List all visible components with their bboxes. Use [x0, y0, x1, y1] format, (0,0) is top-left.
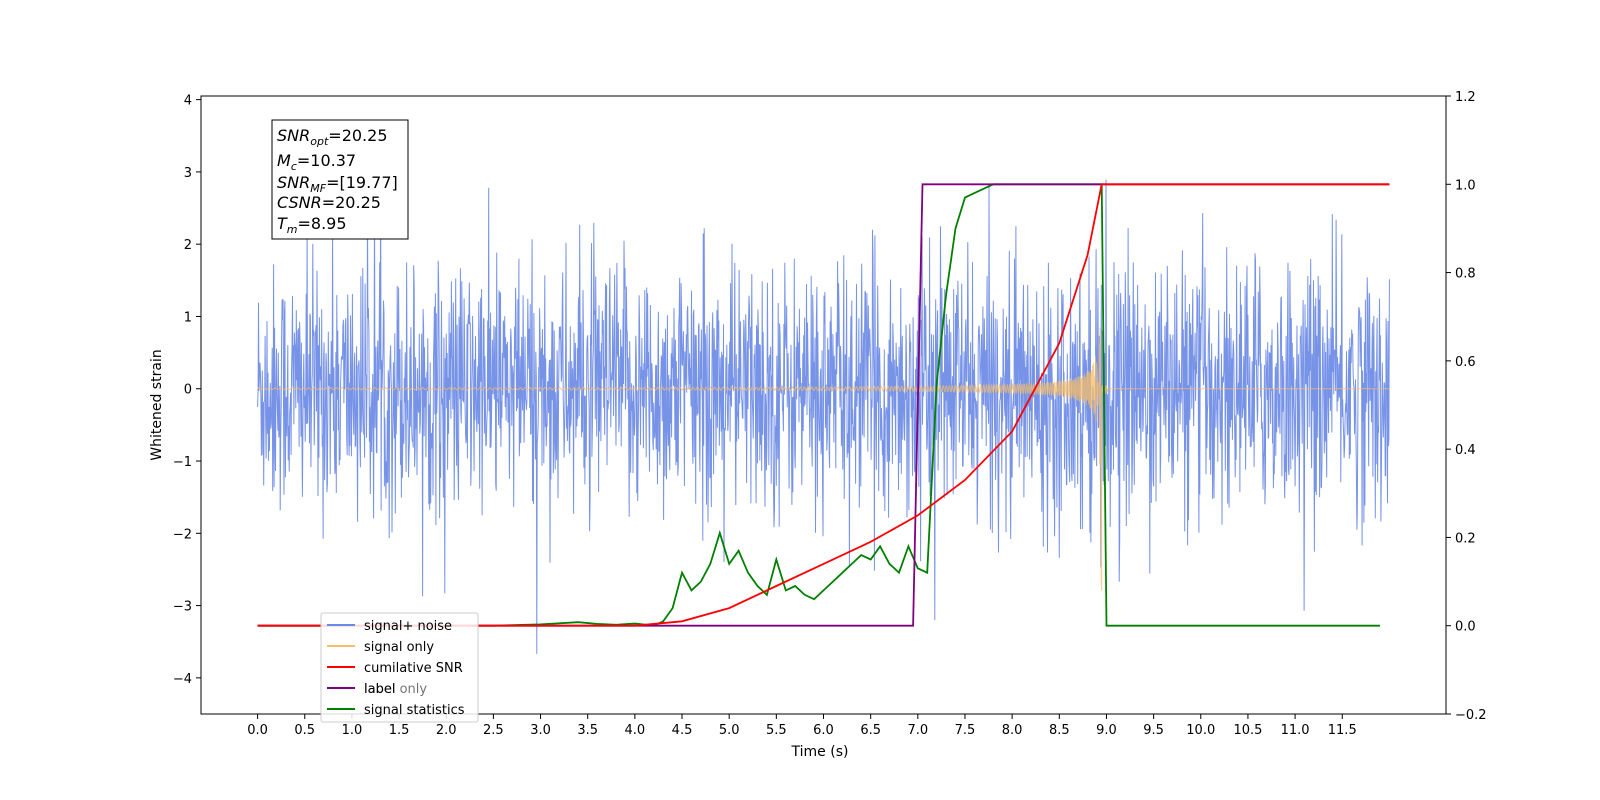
svg-text:SNRopt=20.25: SNRopt=20.25	[277, 126, 388, 148]
svg-text:SNRMF=[19.77]: SNRMF=[19.77]	[277, 173, 398, 195]
signal-only-line	[257, 327, 1390, 591]
annotation-box: SNRopt=20.25 Mc=10.37 SNRMF=[19.77] CSNR…	[271, 119, 409, 240]
legend-label-noise: signal+ noise	[364, 619, 452, 634]
y-tick-label: 2	[184, 238, 192, 253]
x-tick-label: 4.0	[625, 723, 646, 738]
x-tick-label: 9.0	[1096, 723, 1117, 738]
legend: signal+ noise signal only cumilative SNR…	[320, 612, 479, 723]
y2-tick-label: 0.2	[1455, 531, 1476, 546]
y-tick-label: 3	[184, 166, 192, 181]
y2-axis-ticks: 1.2 1.0 0.8 0.6 0.4 0.2 0.0 −0.2	[1446, 90, 1487, 723]
y2-tick-label: 1.2	[1455, 90, 1476, 105]
y2-tick-label: −0.2	[1455, 708, 1487, 723]
svg-text:Tm=8.95: Tm=8.95	[277, 214, 347, 236]
x-tick-label: 10.5	[1233, 723, 1262, 738]
cumilative-snr-line	[257, 183, 1390, 627]
x-tick-label: 2.0	[436, 723, 457, 738]
signal-noise-series	[257, 153, 1390, 654]
snr-opt-value: =20.25	[328, 126, 387, 145]
x-tick-label: 11.5	[1328, 723, 1357, 738]
x-tick-label: 1.5	[389, 723, 410, 738]
y-axis-ticks: 4 3 2 1 0 −1 −2 −3 −4	[173, 94, 201, 687]
legend-label-stats: signal statistics	[364, 703, 465, 718]
x-tick-label: 3.0	[530, 723, 551, 738]
csnr-value: =20.25	[322, 193, 381, 212]
y-tick-label: 4	[184, 94, 192, 109]
y2-tick-label: 0.4	[1455, 443, 1476, 458]
right-axis-series	[257, 183, 1390, 627]
x-tick-label: 3.5	[577, 723, 598, 738]
x-tick-label: 5.0	[719, 723, 740, 738]
x-tick-label: 5.5	[766, 723, 787, 738]
legend-label-label: label	[364, 682, 395, 697]
x-tick-label: 9.5	[1143, 723, 1164, 738]
legend-label-csnr: cumilative SNR	[364, 661, 463, 676]
legend-label-label-only: label only	[364, 682, 427, 697]
signal-only-series	[257, 327, 1390, 591]
y-tick-label: −4	[173, 672, 192, 687]
x-tick-label: 10.0	[1186, 723, 1215, 738]
y-tick-label: 1	[184, 310, 192, 325]
x-tick-label: 8.0	[1002, 723, 1023, 738]
y-tick-label: −2	[173, 527, 192, 542]
x-tick-label: 11.0	[1281, 723, 1310, 738]
x-tick-label: 0.0	[247, 723, 268, 738]
x-axis-label: Time (s)	[791, 744, 849, 760]
x-tick-label: 1.0	[342, 723, 363, 738]
y2-tick-label: 1.0	[1455, 178, 1476, 193]
y-tick-label: 0	[184, 383, 192, 398]
svg-text:Mc=10.37: Mc=10.37	[277, 151, 356, 173]
tm-value: =8.95	[298, 214, 347, 233]
x-tick-label: 8.5	[1049, 723, 1070, 738]
plot-area	[257, 153, 1390, 654]
signal-noise-line	[257, 153, 1390, 654]
y-axis-label: Whitened strain	[149, 349, 165, 460]
y2-tick-label: 0.8	[1455, 267, 1476, 282]
legend-label-signal: signal only	[364, 640, 434, 655]
x-tick-label: 6.5	[860, 723, 881, 738]
y-tick-label: −3	[173, 600, 192, 615]
x-axis-ticks: 0.0 0.5 1.0 1.5 2.0 2.5 3.0 3.5 4.0 4.5 5.0 5.5 6.0 6…	[247, 714, 1357, 738]
x-tick-label: 7.0	[907, 723, 928, 738]
x-tick-label: 4.5	[672, 723, 693, 738]
x-tick-label: 7.5	[955, 723, 976, 738]
snr-mf-value: =[19.77]	[326, 173, 398, 192]
signal-statistics-line	[257, 183, 1380, 627]
x-tick-label: 2.5	[483, 723, 504, 738]
y2-tick-label: 0.6	[1455, 355, 1476, 370]
svg-text:CSNR=20.25: CSNR=20.25	[277, 193, 381, 212]
mc-value: =10.37	[297, 151, 356, 170]
x-tick-label: 6.0	[813, 723, 834, 738]
y2-tick-label: 0.0	[1455, 620, 1476, 635]
x-tick-label: 0.5	[294, 723, 315, 738]
y-tick-label: −1	[173, 455, 192, 470]
